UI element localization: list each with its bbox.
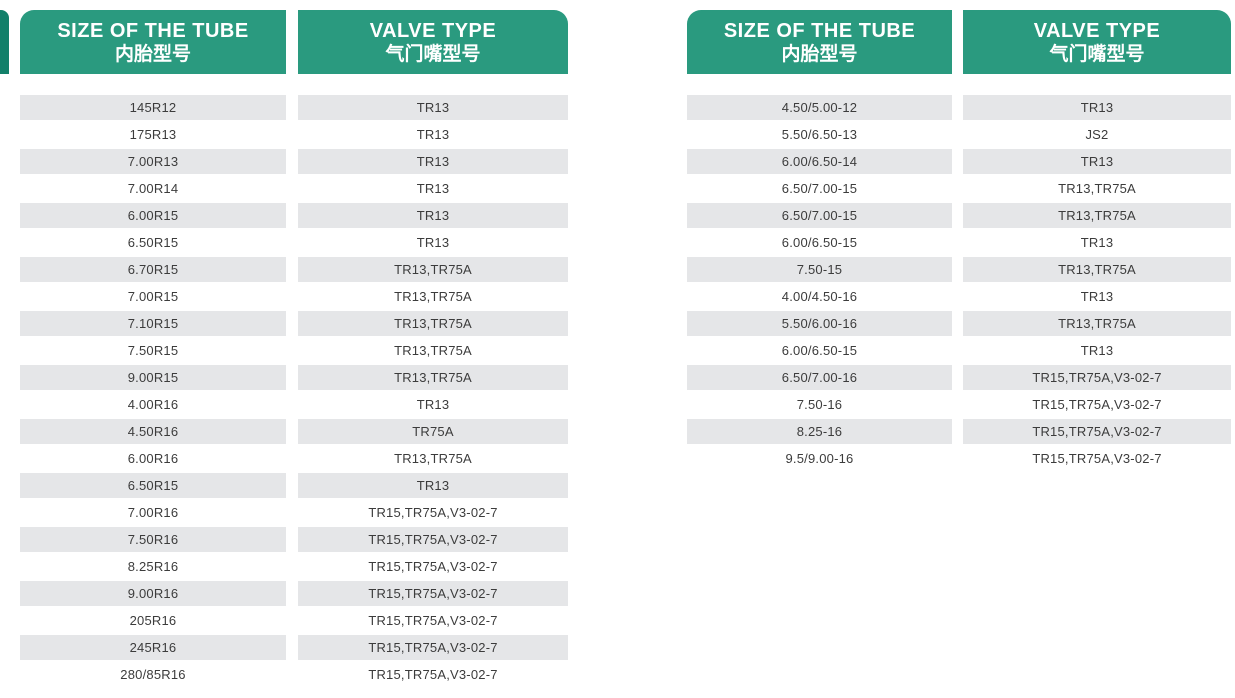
valve-cell: TR15,TR75A,V3-02-7 xyxy=(963,392,1231,417)
size-cell: 6.50/7.00-15 xyxy=(687,176,952,201)
size-cell: 7.00R15 xyxy=(20,284,286,309)
size-cell: 4.00R16 xyxy=(20,392,286,417)
valve-cell: TR13,TR75A xyxy=(963,176,1231,201)
size-cell: 5.50/6.00-16 xyxy=(687,311,952,336)
size-cell: 9.00R16 xyxy=(20,581,286,606)
cutoff-header-edge xyxy=(0,10,9,74)
size-cell: 7.00R13 xyxy=(20,149,286,174)
size-header-en: SIZE OF THE TUBE xyxy=(723,19,916,42)
valve-cell: TR13,TR75A xyxy=(298,365,568,390)
valve-cell: TR75A xyxy=(298,419,568,444)
valve-header-en: VALVE TYPE xyxy=(369,19,497,42)
valve-cell: TR15,TR75A,V3-02-7 xyxy=(298,500,568,525)
valve-cell: TR13,TR75A xyxy=(963,203,1231,228)
size-cell: 6.00/6.50-15 xyxy=(687,338,952,363)
valve-cell: TR13 xyxy=(298,95,568,120)
valve-cell: TR13,TR75A xyxy=(298,257,568,282)
valve-cell: TR13 xyxy=(963,284,1231,309)
size-cell: 145R12 xyxy=(20,95,286,120)
valve-column: VALVE TYPE 气门嘴型号 TR13 TR13 TR13 TR13 TR13 TR1… xyxy=(298,10,568,689)
size-cell: 7.50R16 xyxy=(20,527,286,552)
size-column: SIZE OF THE TUBE 内胎型号 4.50/5.00-12 5.50/6… xyxy=(687,10,952,473)
size-cell: 8.25R16 xyxy=(20,554,286,579)
size-cell: 6.70R15 xyxy=(20,257,286,282)
size-cell: 6.50R15 xyxy=(20,230,286,255)
valve-cell: TR15,TR75A,V3-02-7 xyxy=(298,527,568,552)
size-cell: 8.25-16 xyxy=(687,419,952,444)
valve-cell: TR15,TR75A,V3-02-7 xyxy=(298,635,568,660)
valve-cell: TR15,TR75A,V3-02-7 xyxy=(298,608,568,633)
valve-cell: TR15,TR75A,V3-02-7 xyxy=(298,662,568,687)
valve-cell: TR13 xyxy=(298,392,568,417)
size-cell: 6.00R16 xyxy=(20,446,286,471)
valve-cell: TR13 xyxy=(963,338,1231,363)
size-cell: 7.10R15 xyxy=(20,311,286,336)
valve-cell: TR13 xyxy=(298,230,568,255)
size-cell: 6.00R15 xyxy=(20,203,286,228)
valve-header-zh: 气门嘴型号 xyxy=(1049,43,1145,65)
valve-cell: TR15,TR75A,V3-02-7 xyxy=(963,446,1231,471)
tube-valve-table-left: SIZE OF THE TUBE 内胎型号 145R12 175R13 7.00R1… xyxy=(20,10,568,689)
valve-cell: TR15,TR75A,V3-02-7 xyxy=(298,581,568,606)
valve-cell: TR15,TR75A,V3-02-7 xyxy=(298,554,568,579)
valve-header: VALVE TYPE 气门嘴型号 xyxy=(298,10,568,74)
valve-cell: TR13 xyxy=(963,230,1231,255)
valve-cell: TR13 xyxy=(298,122,568,147)
size-rows: 145R12 175R13 7.00R13 7.00R14 6.00R15 6.50R15… xyxy=(20,95,286,689)
size-cell: 6.50/7.00-15 xyxy=(687,203,952,228)
valve-cell: TR13 xyxy=(298,473,568,498)
size-header: SIZE OF THE TUBE 内胎型号 xyxy=(20,10,286,74)
valve-cell: TR13,TR75A xyxy=(298,311,568,336)
size-cell: 6.00/6.50-15 xyxy=(687,230,952,255)
size-rows: 4.50/5.00-12 5.50/6.50-13 6.00/6.50-14 6.50… xyxy=(687,95,952,473)
size-cell: 4.50/5.00-12 xyxy=(687,95,952,120)
valve-cell: TR13,TR75A xyxy=(963,257,1231,282)
size-cell: 7.50-16 xyxy=(687,392,952,417)
size-cell: 5.50/6.50-13 xyxy=(687,122,952,147)
valve-cell: TR13 xyxy=(298,176,568,201)
valve-cell: TR13 xyxy=(298,203,568,228)
size-cell: 6.50/7.00-16 xyxy=(687,365,952,390)
size-header-zh: 内胎型号 xyxy=(114,43,191,65)
size-cell: 7.50R15 xyxy=(20,338,286,363)
tube-valve-table-right: SIZE OF THE TUBE 内胎型号 4.50/5.00-12 5.50/6… xyxy=(687,10,1231,473)
size-cell: 7.00R14 xyxy=(20,176,286,201)
valve-cell: TR13 xyxy=(963,149,1231,174)
valve-cell: TR13,TR75A xyxy=(298,338,568,363)
size-cell: 205R16 xyxy=(20,608,286,633)
valve-cell: TR15,TR75A,V3-02-7 xyxy=(963,419,1231,444)
valve-column: VALVE TYPE 气门嘴型号 TR13 JS2 TR13 TR13,TR75A TR… xyxy=(963,10,1231,473)
size-header-zh: 内胎型号 xyxy=(781,43,858,65)
valve-cell: TR13,TR75A xyxy=(963,311,1231,336)
size-cell: 4.50R16 xyxy=(20,419,286,444)
size-header-en: SIZE OF THE TUBE xyxy=(57,19,249,42)
size-cell: 9.5/9.00-16 xyxy=(687,446,952,471)
size-cell: 4.00/4.50-16 xyxy=(687,284,952,309)
size-header: SIZE OF THE TUBE 内胎型号 xyxy=(687,10,952,74)
size-cell: 280/85R16 xyxy=(20,662,286,687)
valve-cell: TR13 xyxy=(298,149,568,174)
size-cell: 9.00R15 xyxy=(20,365,286,390)
valve-header-en: VALVE TYPE xyxy=(1033,19,1161,42)
size-cell: 6.50R15 xyxy=(20,473,286,498)
valve-rows: TR13 TR13 TR13 TR13 TR13 TR13 TR13,TR75A TR13,T… xyxy=(298,95,568,689)
size-column: SIZE OF THE TUBE 内胎型号 145R12 175R13 7.00R1… xyxy=(20,10,286,689)
valve-cell: JS2 xyxy=(963,122,1231,147)
valve-cell: TR13 xyxy=(963,95,1231,120)
valve-cell: TR15,TR75A,V3-02-7 xyxy=(963,365,1231,390)
valve-header-zh: 气门嘴型号 xyxy=(385,43,481,65)
size-cell: 7.50-15 xyxy=(687,257,952,282)
size-cell: 175R13 xyxy=(20,122,286,147)
size-cell: 6.00/6.50-14 xyxy=(687,149,952,174)
valve-header: VALVE TYPE 气门嘴型号 xyxy=(963,10,1231,74)
size-cell: 7.00R16 xyxy=(20,500,286,525)
valve-rows: TR13 JS2 TR13 TR13,TR75A TR13,TR75A TR13 TR13,… xyxy=(963,95,1231,473)
size-cell: 245R16 xyxy=(20,635,286,660)
valve-cell: TR13,TR75A xyxy=(298,284,568,309)
valve-cell: TR13,TR75A xyxy=(298,446,568,471)
